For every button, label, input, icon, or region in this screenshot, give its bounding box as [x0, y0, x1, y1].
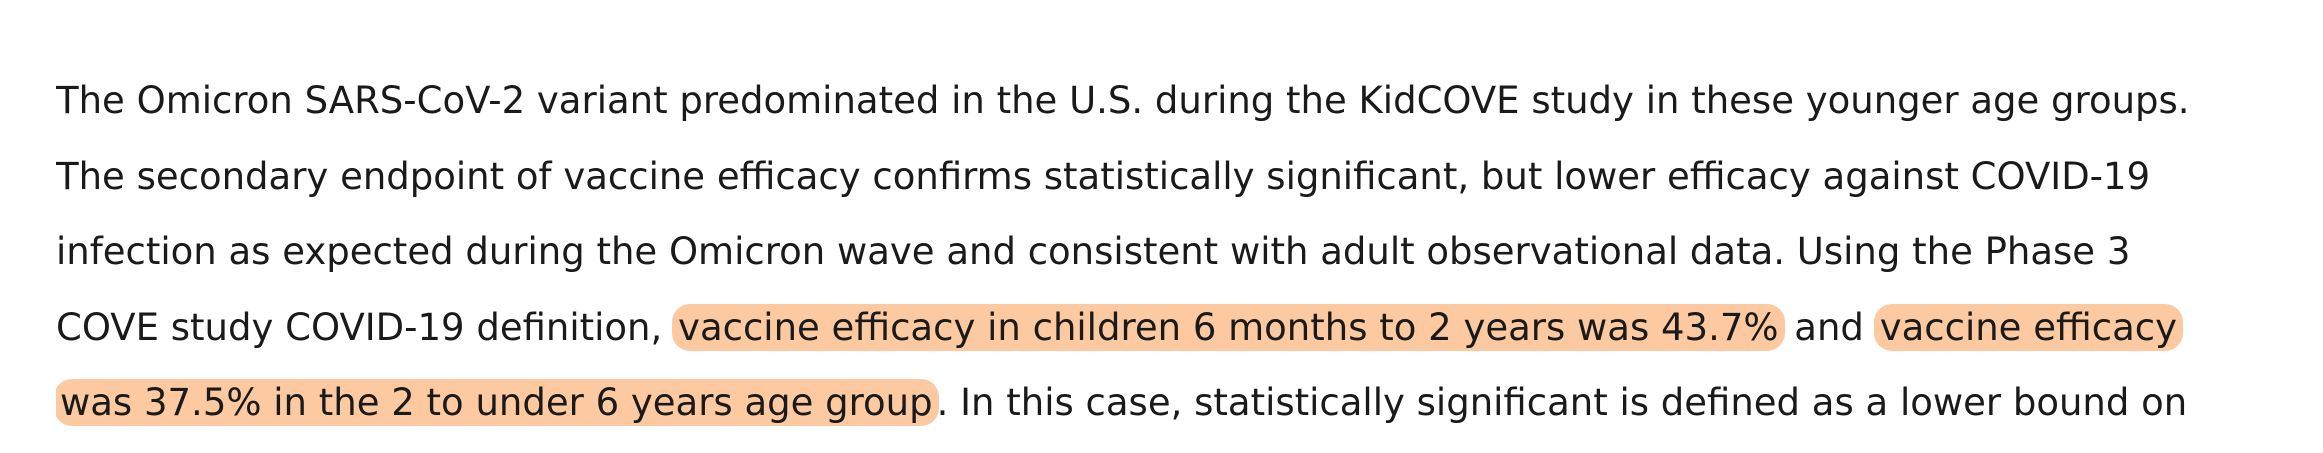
text-segment: The secondary endpoint of vaccine effica…: [56, 154, 2151, 198]
text-line: The secondary endpoint of vaccine effica…: [56, 148, 2306, 224]
text-segment: The Omicron SARS-CoV-2 variant predomina…: [56, 79, 2190, 122]
text-segment: infection as expected during the Omicron…: [56, 230, 2131, 273]
text-line: was 37.5% in the 2 to under 6 years age …: [56, 374, 2306, 450]
text-line: COVE study COVID-19 definition, vaccine …: [56, 299, 2306, 375]
highlighted-text: was 37.5% in the 2 to under 6 years age …: [56, 379, 939, 426]
highlighted-text: vaccine efficacy in children 6 months to…: [672, 303, 1785, 351]
paragraph: The Omicron SARS-CoV-2 variant predomina…: [56, 72, 2306, 450]
text-line: The Omicron SARS-CoV-2 variant predomina…: [56, 72, 2306, 148]
text-line: infection as expected during the Omicron…: [56, 223, 2306, 299]
highlighted-text: vaccine efficacy: [1873, 303, 2183, 351]
text-segment: and: [1782, 305, 1876, 349]
text-segment: . In this case, statistically significan…: [936, 381, 2188, 424]
text-segment: COVE study COVID-19 definition,: [56, 305, 675, 349]
